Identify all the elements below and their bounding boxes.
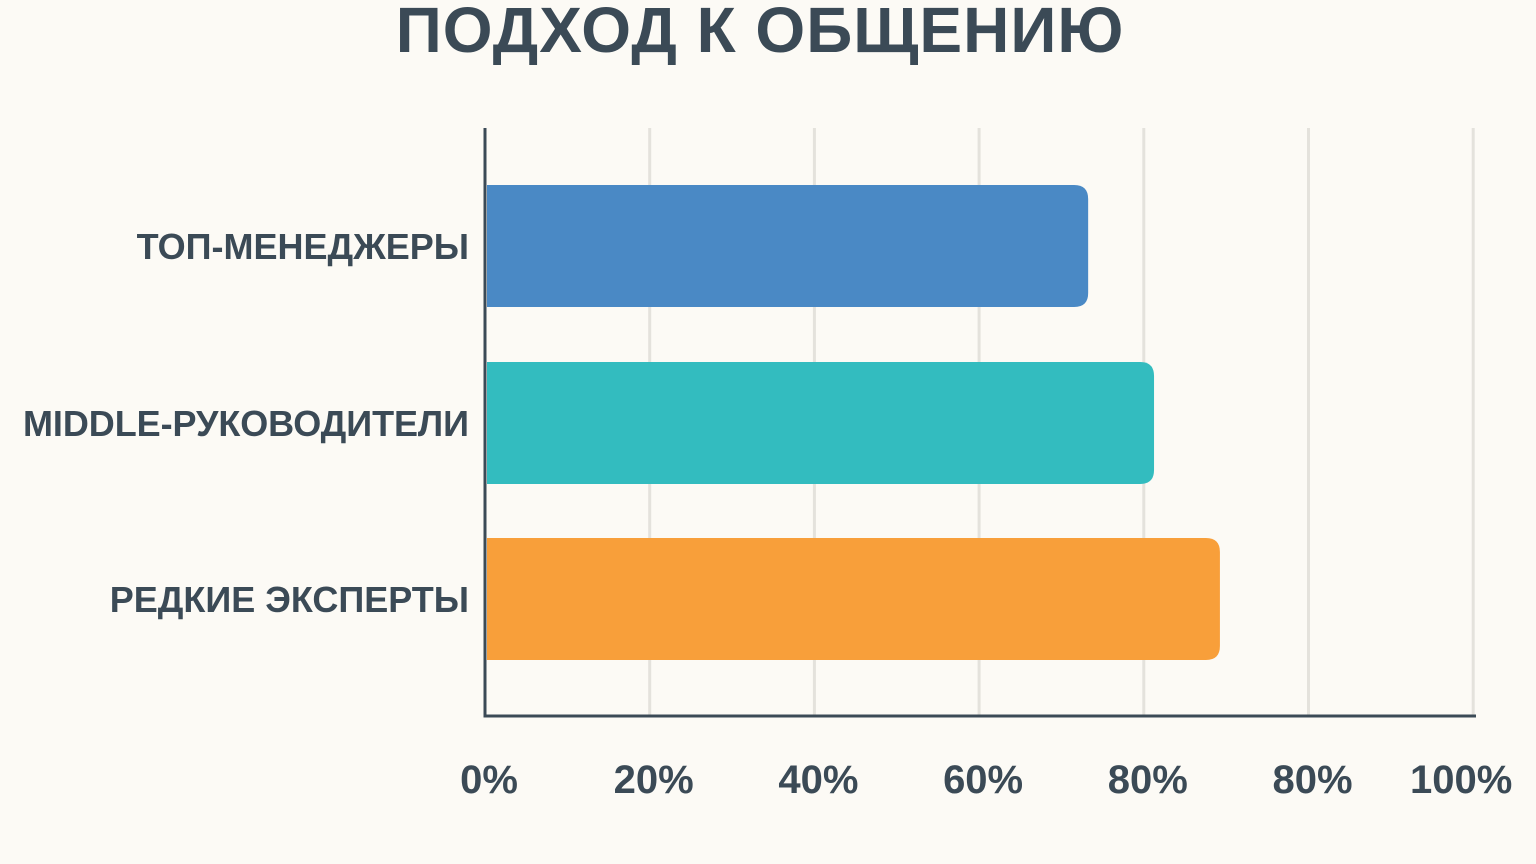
category-label: MIDDLE-РУКОВОДИТЕЛИ <box>23 403 469 444</box>
axes <box>483 128 1476 718</box>
x-tick-label: 60% <box>943 758 1023 802</box>
x-tick-label: 0% <box>460 758 518 802</box>
x-tick-label: 100% <box>1410 758 1512 802</box>
bar <box>487 538 1220 660</box>
bars <box>487 185 1220 660</box>
x-tick-label: 40% <box>778 758 858 802</box>
x-tick-labels: 0% 20% 40% 60% 80% 80% 100% <box>460 758 1512 802</box>
bar <box>487 362 1155 484</box>
bar <box>487 185 1089 307</box>
category-label: ТОП-МЕНЕДЖЕРЫ <box>137 226 469 267</box>
category-label: РЕДКИЕ ЭКСПЕРТЫ <box>110 579 469 620</box>
category-labels: ТОП-МЕНЕДЖЕРЫ MIDDLE-РУКОВОДИТЕЛИ РЕДКИЕ Э… <box>23 226 469 620</box>
chart-title: ПОДХОД К ОБЩЕНИЮ <box>396 0 1125 66</box>
x-tick-label: 80% <box>1108 758 1188 802</box>
x-tick-label: 20% <box>614 758 694 802</box>
x-tick-label: 80% <box>1272 758 1352 802</box>
